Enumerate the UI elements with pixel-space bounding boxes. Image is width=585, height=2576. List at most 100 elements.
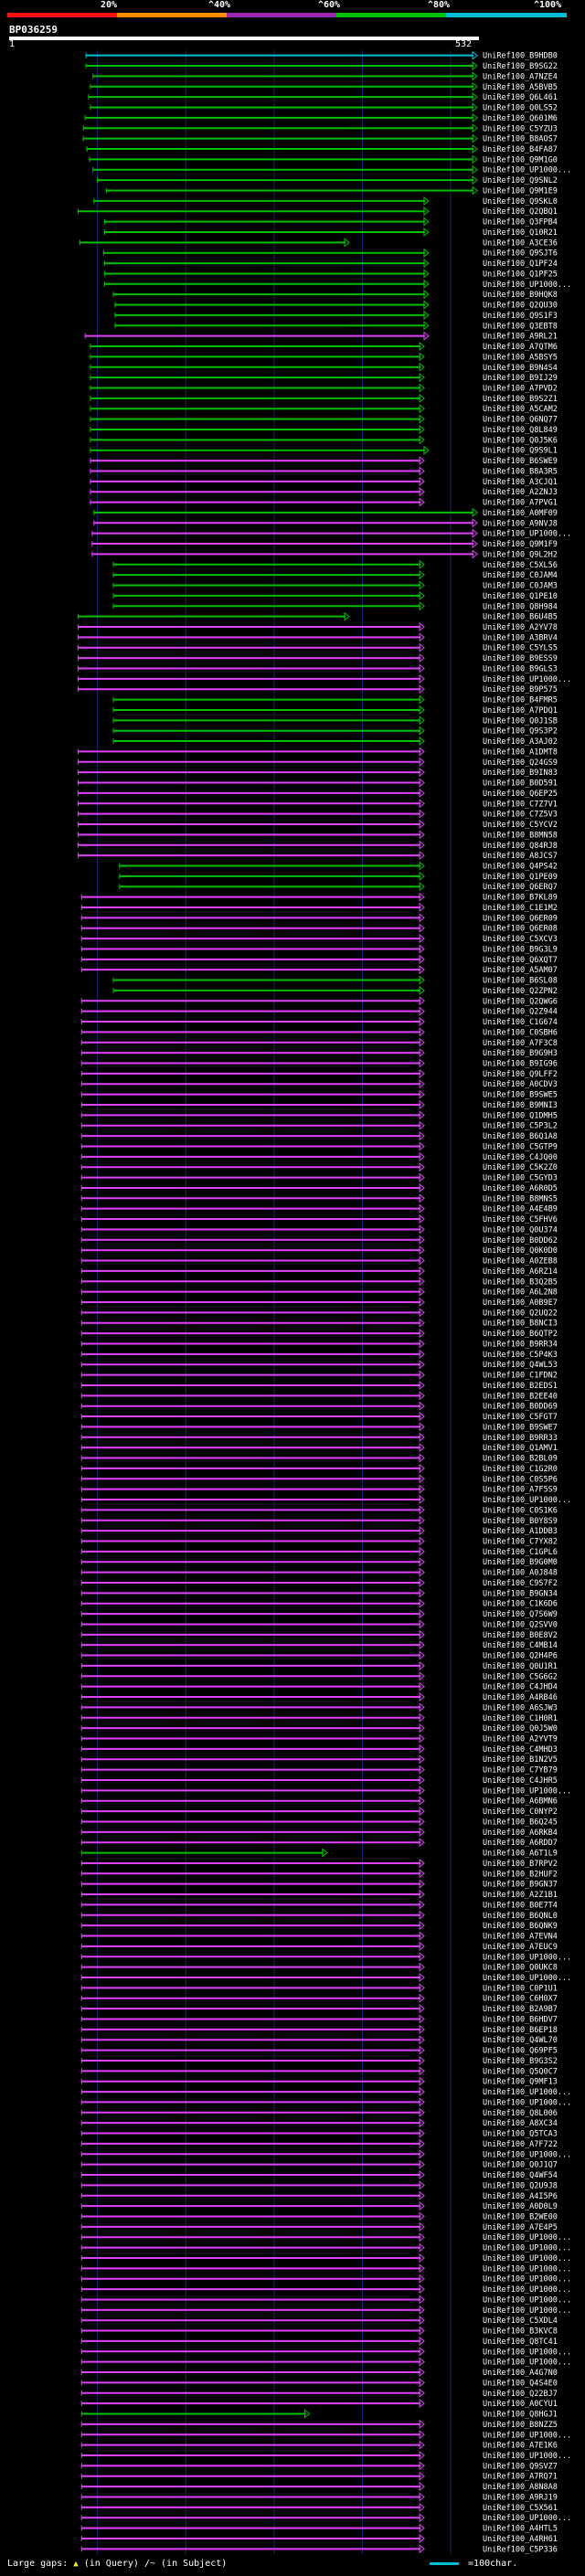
hit-label[interactable]: UniRef100_B6SWE9: [483, 457, 558, 466]
hit-row[interactable]: UniRef100_B8MNS5: [80, 1193, 558, 1203]
hit-row[interactable]: UniRef100_Q0J5K6: [90, 435, 558, 445]
hit-row[interactable]: UniRef100_Q6EP25: [77, 788, 558, 799]
hit-label[interactable]: UniRef100_A7EUC9: [483, 1943, 558, 1952]
hit-label[interactable]: UniRef100_UP1000...: [483, 1974, 571, 1983]
hit-row[interactable]: UniRef100_C5FHV6: [80, 1214, 558, 1224]
hit-label[interactable]: UniRef100_Q1DMH5: [483, 1111, 558, 1120]
hit-label[interactable]: UniRef100_A4G7N0: [483, 2369, 558, 2378]
hit-row[interactable]: UniRef100_UP1000...: [80, 2263, 571, 2274]
hit-label[interactable]: UniRef100_B9RR34: [483, 1340, 558, 1349]
hit-label[interactable]: UniRef100_A3BRV4: [483, 633, 558, 642]
hit-row[interactable]: UniRef100_A1DDB3: [80, 1526, 558, 1536]
hit-label[interactable]: UniRef100_Q0J1SB: [483, 716, 558, 726]
hit-label[interactable]: UniRef100_A4RB46: [483, 1693, 558, 1702]
hit-row[interactable]: UniRef100_B9S2Z1: [90, 393, 558, 404]
hit-row[interactable]: UniRef100_Q8H984: [112, 601, 558, 611]
hit-row[interactable]: UniRef100_Q6ER08: [80, 923, 558, 934]
hit-label[interactable]: UniRef100_Q1PF24: [483, 260, 558, 269]
hit-row[interactable]: UniRef100_Q10R21: [103, 227, 558, 238]
hit-label[interactable]: UniRef100_C0JAM3: [483, 582, 558, 591]
hit-row[interactable]: UniRef100_Q0J5W0: [80, 1723, 558, 1733]
hit-label[interactable]: UniRef100_Q0U374: [483, 1225, 558, 1235]
hit-label[interactable]: UniRef100_B8MNS5: [483, 1194, 558, 1203]
hit-label[interactable]: UniRef100_UP1000...: [483, 2359, 571, 2368]
hit-label[interactable]: UniRef100_Q8H984: [483, 602, 558, 611]
hit-label[interactable]: UniRef100_B9HDB0: [483, 52, 558, 61]
hit-row[interactable]: UniRef100_B0D591: [77, 778, 558, 789]
hit-label[interactable]: UniRef100_C4MHD3: [483, 1745, 558, 1754]
hit-row[interactable]: UniRef100_A5AM07: [80, 965, 558, 975]
hit-label[interactable]: UniRef100_B7RPV2: [483, 1860, 558, 1869]
hit-label[interactable]: UniRef100_B9SG22: [483, 62, 558, 71]
hit-row[interactable]: UniRef100_B9G9H3: [80, 1048, 558, 1058]
hit-label[interactable]: UniRef100_Q2H4P6: [483, 1652, 558, 1661]
hit-label[interactable]: UniRef100_B9GN37: [483, 1881, 558, 1890]
hit-row[interactable]: UniRef100_B7KL89: [80, 892, 558, 903]
hit-row[interactable]: UniRef100_B9RR34: [80, 1339, 558, 1349]
hit-row[interactable]: UniRef100_C0JAM4: [112, 570, 558, 580]
hit-row[interactable]: UniRef100_Q9MF13: [80, 2076, 558, 2087]
hit-row[interactable]: UniRef100_B6EP18: [80, 2024, 558, 2035]
hit-row[interactable]: UniRef100_B8MN58: [77, 830, 558, 840]
hit-row[interactable]: UniRef100_B3KVC8: [80, 2326, 558, 2337]
hit-row[interactable]: UniRef100_C5GYD3: [80, 1172, 558, 1183]
hit-row[interactable]: UniRef100_C5YLS5: [77, 642, 558, 653]
hit-row[interactable]: UniRef100_A5BVB5: [90, 81, 558, 92]
hit-row[interactable]: UniRef100_B8NZZ5: [80, 2419, 558, 2430]
hit-label[interactable]: UniRef100_A8N8A8: [483, 2483, 558, 2492]
hit-label[interactable]: UniRef100_C5FHV6: [483, 1215, 558, 1224]
hit-row[interactable]: UniRef100_B8NCI3: [80, 1318, 558, 1329]
hit-label[interactable]: UniRef100_Q0J5W0: [483, 1724, 558, 1733]
hit-label[interactable]: UniRef100_Q9SNL2: [483, 176, 558, 186]
hit-label[interactable]: UniRef100_Q6XQT7: [483, 956, 558, 965]
hit-label[interactable]: UniRef100_A4E4B9: [483, 1205, 558, 1214]
hit-label[interactable]: UniRef100_UP1000...: [483, 2275, 571, 2284]
hit-row[interactable]: UniRef100_UP1000...: [103, 279, 571, 290]
hit-label[interactable]: UniRef100_C7YX82: [483, 1537, 558, 1546]
hit-row[interactable]: UniRef100_A6T1L9: [80, 1848, 558, 1859]
hit-row[interactable]: UniRef100_C5XCV3: [80, 934, 558, 944]
hit-row[interactable]: UniRef100_C0P1U1: [80, 1983, 558, 1993]
hit-row[interactable]: UniRef100_B9RR33: [80, 1432, 558, 1443]
hit-row[interactable]: UniRef100_A4RB46: [80, 1691, 558, 1702]
hit-row[interactable]: UniRef100_A2ZNJ3: [90, 487, 558, 497]
hit-label[interactable]: UniRef100_Q9L2H2: [483, 550, 558, 559]
hit-row[interactable]: UniRef100_C0JAM3: [112, 580, 558, 591]
hit-row[interactable]: UniRef100_A8N8A8: [80, 2482, 558, 2492]
hit-label[interactable]: UniRef100_Q7S6W9: [483, 1610, 558, 1619]
hit-label[interactable]: UniRef100_A2YV78: [483, 623, 558, 632]
hit-label[interactable]: UniRef100_A9NVJ8: [483, 519, 558, 528]
hit-label[interactable]: UniRef100_Q0J5K6: [483, 436, 558, 445]
hit-row[interactable]: UniRef100_B6QNL0: [80, 1910, 558, 1921]
hit-label[interactable]: UniRef100_B2A9B7: [483, 2005, 558, 2014]
hit-row[interactable]: UniRef100_Q1PE10: [112, 590, 558, 601]
hit-row[interactable]: UniRef100_Q601M6: [84, 112, 558, 123]
hit-label[interactable]: UniRef100_A9RL21: [483, 333, 558, 342]
hit-label[interactable]: UniRef100_A2Z1B1: [483, 1891, 558, 1900]
hit-label[interactable]: UniRef100_B9IG96: [483, 1060, 558, 1069]
hit-row[interactable]: UniRef100_A4HTL5: [80, 2523, 558, 2534]
hit-label[interactable]: UniRef100_C5XL56: [483, 561, 558, 570]
hit-row[interactable]: UniRef100_B6SL08: [112, 975, 558, 986]
hit-label[interactable]: UniRef100_C0S5P6: [483, 1475, 558, 1484]
hit-row[interactable]: UniRef100_UP1000...: [80, 2232, 571, 2242]
hit-row[interactable]: UniRef100_Q1DMH5: [80, 1110, 558, 1120]
hit-row[interactable]: UniRef100_A0B9E7: [80, 1297, 558, 1308]
hit-row[interactable]: UniRef100_C9S7F2: [80, 1577, 558, 1588]
hit-row[interactable]: UniRef100_B3Q2B5: [80, 1277, 558, 1287]
hit-label[interactable]: UniRef100_UP1000...: [483, 2295, 571, 2305]
hit-row[interactable]: UniRef100_B8AOS7: [82, 133, 558, 144]
hit-row[interactable]: UniRef100_B0Y8S9: [80, 1515, 558, 1526]
hit-row[interactable]: UniRef100_Q9SVZ7: [80, 2461, 558, 2471]
hit-label[interactable]: UniRef100_Q0LS52: [483, 104, 558, 113]
hit-label[interactable]: UniRef100_UP1000...: [483, 2285, 571, 2295]
hit-label[interactable]: UniRef100_A0MF09: [483, 509, 558, 518]
hit-label[interactable]: UniRef100_Q4WF54: [483, 2171, 558, 2180]
hit-row[interactable]: UniRef100_B9HQK8: [112, 290, 558, 300]
hit-label[interactable]: UniRef100_B0DD62: [483, 1236, 558, 1246]
hit-label[interactable]: UniRef100_B0Y8S9: [483, 1517, 558, 1526]
hit-row[interactable]: UniRef100_C5XDL4: [80, 2316, 558, 2326]
hit-row[interactable]: UniRef100_Q0K0D0: [80, 1246, 558, 1256]
hit-label[interactable]: UniRef100_Q9SKL0: [483, 197, 558, 207]
hit-row[interactable]: UniRef100_Q0LS52: [90, 102, 558, 113]
